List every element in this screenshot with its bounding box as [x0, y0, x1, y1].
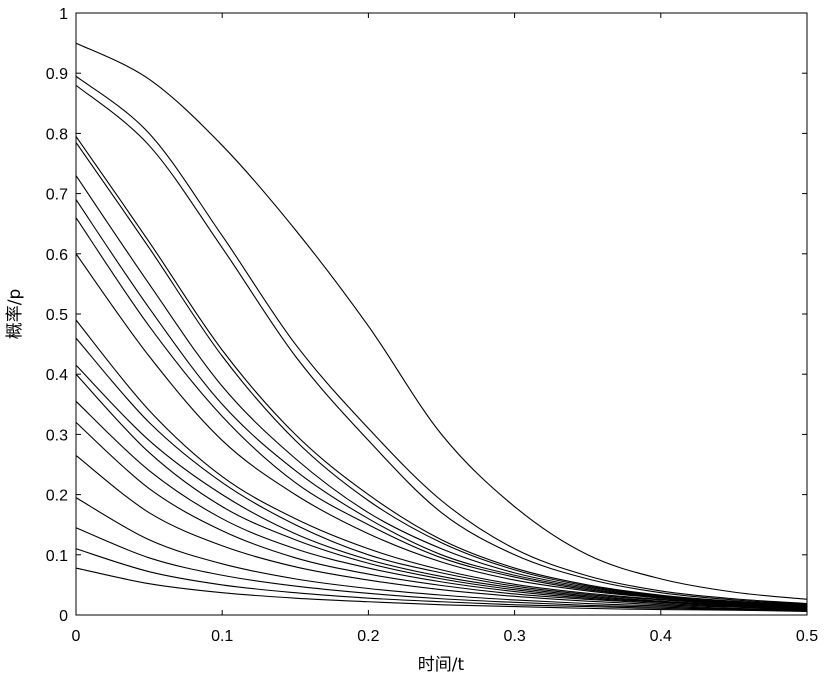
series-line-2	[75, 75, 808, 605]
x-tick-label: 0.3	[503, 628, 525, 645]
x-axis-label: 时间/t	[418, 655, 465, 675]
y-tick-label: 0.9	[46, 66, 68, 83]
series-line-18	[75, 527, 808, 611]
series-line-20	[75, 567, 808, 612]
series-line-8	[75, 217, 808, 608]
y-tick-label: 0.3	[46, 427, 68, 444]
x-tick-label: 0.4	[650, 628, 672, 645]
y-tick-label: 1	[59, 6, 68, 23]
series-line-19	[75, 548, 808, 612]
series-line-17	[75, 497, 808, 611]
y-tick-label: 0.8	[46, 126, 68, 143]
plot-area	[75, 12, 808, 616]
series-line-14	[75, 400, 808, 609]
axis-ticks: 0 0.1 0.2 0.3 0.4 0.5 0 0.1 0.2 0.3 0.4 0.5 0.6 0.7 0.…	[46, 6, 818, 645]
y-tick-label: 0.2	[46, 488, 68, 505]
series-line-7	[75, 199, 808, 607]
x-tick-label: 0.5	[796, 628, 818, 645]
y-axis-label: 概率/p	[5, 289, 25, 340]
series-line-5	[75, 142, 808, 606]
y-tick-label: 0	[59, 608, 68, 625]
series-line-3	[75, 84, 808, 605]
series-line-4	[75, 136, 808, 606]
x-tick-label: 0	[72, 628, 81, 645]
series-line-11	[75, 337, 808, 608]
series-line-15	[75, 421, 808, 609]
y-tick-label: 0.7	[46, 187, 68, 204]
y-tick-label: 0.6	[46, 247, 68, 264]
y-tick-label: 0.4	[46, 367, 68, 384]
x-tick-label: 0.1	[211, 628, 233, 645]
series-curves	[75, 42, 808, 612]
y-tick-label: 0.5	[46, 307, 68, 324]
series-line-1	[75, 42, 808, 600]
y-tick-label: 0.1	[46, 548, 68, 565]
series-line-16	[75, 455, 808, 610]
x-tick-label: 0.2	[357, 628, 379, 645]
series-line-9	[75, 253, 808, 608]
